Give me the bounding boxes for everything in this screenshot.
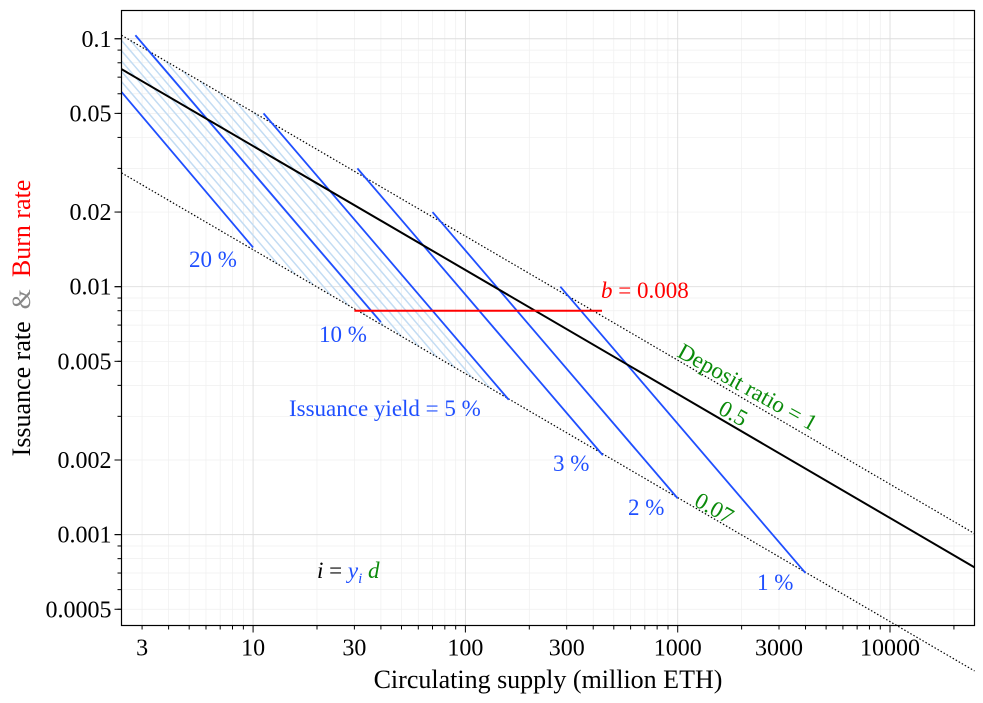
label-yield-10: 10 % — [319, 322, 367, 347]
faint-yield-line — [120, 50, 332, 296]
formula-i: i — [317, 558, 323, 583]
issuance-yield-lines — [120, 34, 807, 574]
y-axis-ticks: 0.0005 0.001 0.002 0.005 0.01 0.02 0.05 0.1 — [46, 27, 122, 623]
faint-yield-line — [218, 91, 455, 368]
y-axis-title-ampersand: & — [7, 289, 36, 309]
y-tick-label: 0.01 — [70, 275, 112, 301]
x-tick-label: 300 — [549, 636, 585, 662]
label-burn-b: b — [601, 278, 613, 303]
grid-minor — [121, 10, 975, 626]
issuance-yield-line — [431, 211, 679, 499]
y-tick-label: 0.002 — [58, 448, 112, 474]
plot-lines — [120, 34, 976, 672]
label-yield-3: 3 % — [553, 451, 589, 476]
x-tick-label: 3 — [136, 636, 148, 662]
x-tick-label: 30 — [342, 636, 366, 662]
label-yield-2: 2 % — [628, 495, 664, 520]
x-axis-title: Circulating supply (million ETH) — [374, 665, 723, 694]
faint-yield-lines — [120, 39, 491, 389]
y-tick-label: 0.005 — [58, 349, 112, 375]
formula-d: d — [362, 558, 380, 583]
faint-yield-line — [120, 39, 349, 306]
faint-yield-line — [182, 70, 420, 348]
issuance-yield-line — [134, 34, 382, 323]
x-tick-label: 10000 — [860, 636, 920, 662]
issuance-yield-line — [559, 286, 807, 574]
y-axis-title-burn: Burn rate — [7, 180, 36, 277]
x-tick-label: 1000 — [654, 636, 702, 662]
issuance-yield-line — [356, 167, 604, 456]
faint-yield-line — [120, 60, 314, 286]
x-tick-label: 10 — [241, 636, 265, 662]
y-tick-label: 0.001 — [58, 523, 112, 549]
faint-yield-line — [120, 81, 279, 265]
label-burn-rate: b = 0.008 — [601, 278, 689, 303]
faint-yield-line — [235, 101, 473, 378]
faint-yield-line — [129, 39, 367, 317]
formula: i = yi d — [317, 558, 380, 587]
x-axis-ticks: 3 10 30 100 300 1000 3000 10000 — [136, 625, 955, 662]
x-tick-label: 100 — [447, 636, 483, 662]
formula-y: y — [346, 558, 359, 583]
formula-eq: = — [323, 558, 347, 583]
deposit-ratio-line — [121, 34, 975, 535]
issuance-yield-line — [120, 91, 254, 249]
y-axis-title: Issuance rate & Burn rate — [7, 180, 36, 457]
y-tick-label: 0.0005 — [46, 597, 112, 623]
faint-yield-line — [253, 112, 491, 389]
issuance-curve-line — [120, 68, 976, 569]
y-axis-title-issuance: Issuance rate — [7, 321, 36, 456]
plot-frame — [120, 9, 976, 627]
label-yield-5: Issuance yield = 5 % — [289, 396, 481, 421]
y-tick-label: 0.05 — [70, 101, 112, 127]
issuance-yield-line — [262, 112, 510, 401]
label-yield-20: 20 % — [189, 247, 237, 272]
deposit-ratio-line — [121, 172, 975, 672]
label-yield-1: 1 % — [757, 570, 793, 595]
faint-yield-line — [165, 60, 402, 337]
deposit-ratio-lines — [121, 34, 975, 672]
y-tick-label: 0.02 — [70, 200, 112, 226]
x-tick-label: 3000 — [755, 636, 803, 662]
faint-yield-line — [120, 70, 296, 275]
y-tick-label: 0.1 — [82, 27, 112, 53]
label-burn-value: = 0.008 — [613, 278, 689, 303]
grid-major — [121, 10, 975, 626]
formula-sub: i — [358, 571, 362, 587]
